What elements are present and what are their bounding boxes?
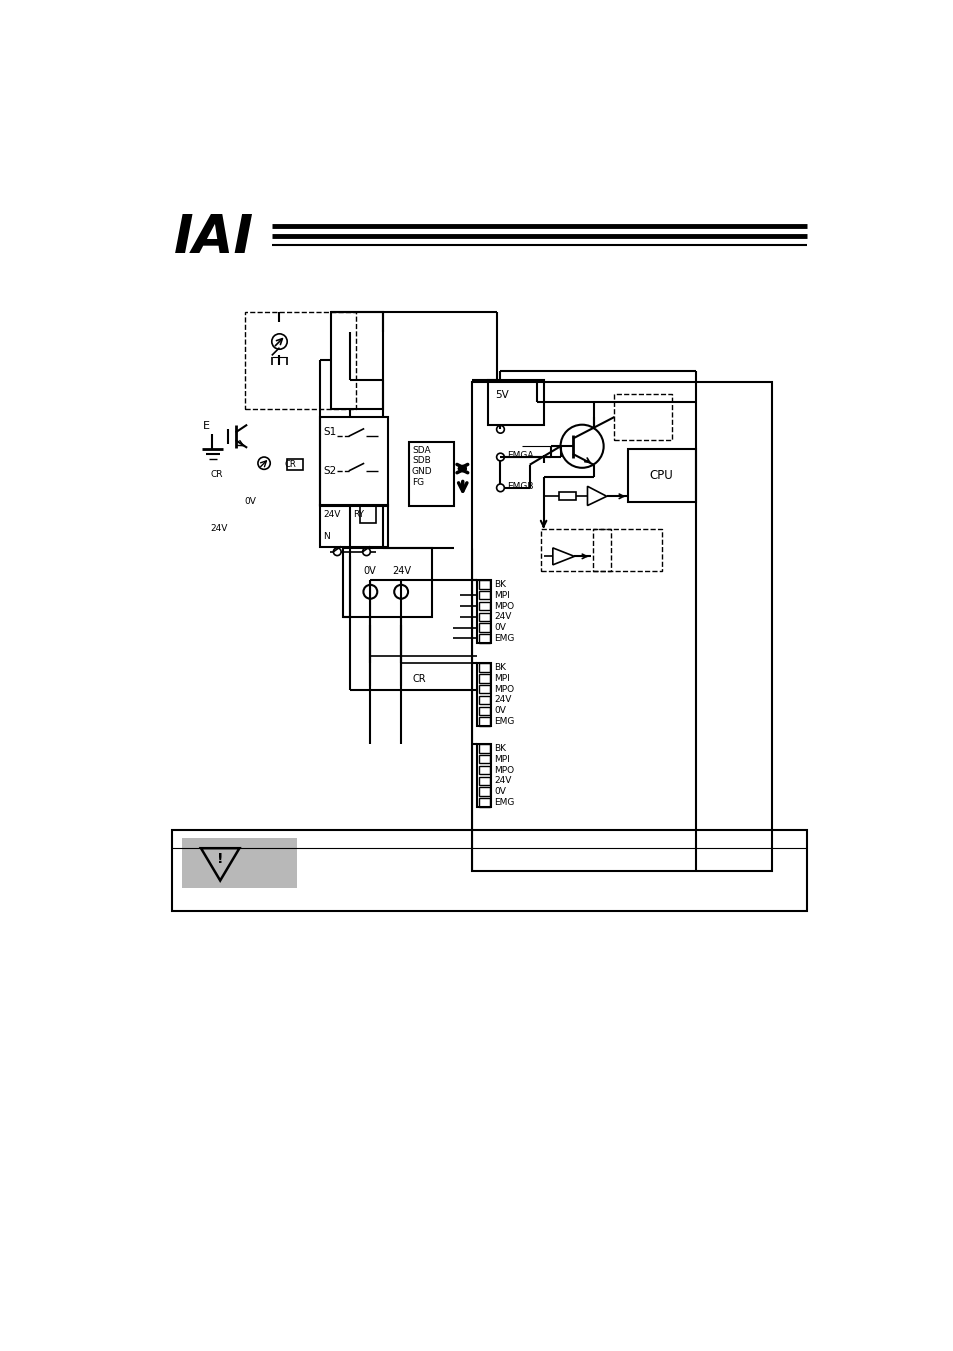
Bar xyxy=(614,394,672,440)
Bar xyxy=(478,612,489,621)
Text: 24V: 24V xyxy=(494,696,511,704)
Text: 0V: 0V xyxy=(494,623,506,632)
Text: EMGA: EMGA xyxy=(507,451,534,459)
Bar xyxy=(478,580,489,589)
Text: 5V: 5V xyxy=(495,390,508,400)
Text: CR: CR xyxy=(210,470,222,480)
Bar xyxy=(478,634,489,643)
Text: 0V: 0V xyxy=(494,788,506,796)
Bar xyxy=(478,788,489,796)
Text: MPO: MPO xyxy=(494,601,514,611)
Bar xyxy=(592,528,661,571)
Bar xyxy=(478,590,489,600)
Text: GND: GND xyxy=(412,467,432,476)
Text: BK: BK xyxy=(494,580,506,589)
Text: RY: RY xyxy=(353,511,363,519)
Bar xyxy=(478,766,489,774)
Text: MPO: MPO xyxy=(494,685,514,693)
Bar xyxy=(245,312,356,408)
Bar xyxy=(478,798,489,807)
Text: FG: FG xyxy=(412,478,423,486)
Text: MPO: MPO xyxy=(494,766,514,774)
Bar xyxy=(628,450,696,501)
Text: 24V: 24V xyxy=(494,612,511,621)
Bar xyxy=(476,744,491,807)
Bar xyxy=(331,312,383,408)
Text: !: ! xyxy=(216,852,223,866)
Bar xyxy=(478,777,489,785)
Text: EMG: EMG xyxy=(494,717,515,725)
Text: CR: CR xyxy=(285,461,296,469)
Bar xyxy=(476,580,491,643)
Text: 0V: 0V xyxy=(363,566,375,576)
Text: 0V: 0V xyxy=(494,707,506,715)
Bar xyxy=(172,831,806,912)
Bar xyxy=(558,493,576,500)
Bar xyxy=(478,685,489,693)
Text: CPU: CPU xyxy=(648,469,672,482)
Text: SDA: SDA xyxy=(412,446,430,454)
Text: EMG: EMG xyxy=(494,634,515,643)
Bar xyxy=(478,717,489,725)
Text: EMG: EMG xyxy=(494,798,515,807)
Text: 24V: 24V xyxy=(494,777,511,785)
Text: S1: S1 xyxy=(323,427,336,438)
Bar xyxy=(409,442,453,505)
Text: EMGB: EMGB xyxy=(507,482,534,490)
Bar xyxy=(320,505,388,547)
Text: IAI: IAI xyxy=(173,212,253,263)
Bar xyxy=(478,663,489,671)
Bar xyxy=(181,838,297,888)
Bar xyxy=(320,417,388,505)
Text: S2: S2 xyxy=(323,466,336,476)
Bar xyxy=(478,623,489,632)
Bar xyxy=(478,707,489,715)
Circle shape xyxy=(458,465,466,473)
Text: 0V: 0V xyxy=(245,497,256,507)
Text: 24V: 24V xyxy=(210,524,228,534)
Bar xyxy=(488,380,543,424)
Bar xyxy=(476,663,491,725)
Bar xyxy=(287,459,302,470)
Bar xyxy=(478,696,489,704)
Text: BK: BK xyxy=(494,744,506,753)
Text: 24V: 24V xyxy=(393,566,412,576)
Bar xyxy=(478,744,489,753)
Bar xyxy=(540,528,610,571)
Bar xyxy=(343,549,432,617)
Text: 24V: 24V xyxy=(323,511,340,519)
Text: N: N xyxy=(323,532,330,540)
Bar xyxy=(478,755,489,763)
Bar xyxy=(478,601,489,611)
Bar xyxy=(472,381,772,870)
Text: MPI: MPI xyxy=(494,755,510,763)
Text: MPI: MPI xyxy=(494,590,510,600)
Text: SDB: SDB xyxy=(412,457,430,465)
Text: MPI: MPI xyxy=(494,674,510,682)
Text: BK: BK xyxy=(494,663,506,673)
Bar xyxy=(478,674,489,682)
Text: CR: CR xyxy=(413,674,426,684)
Bar xyxy=(360,507,375,523)
Text: E: E xyxy=(202,422,210,431)
